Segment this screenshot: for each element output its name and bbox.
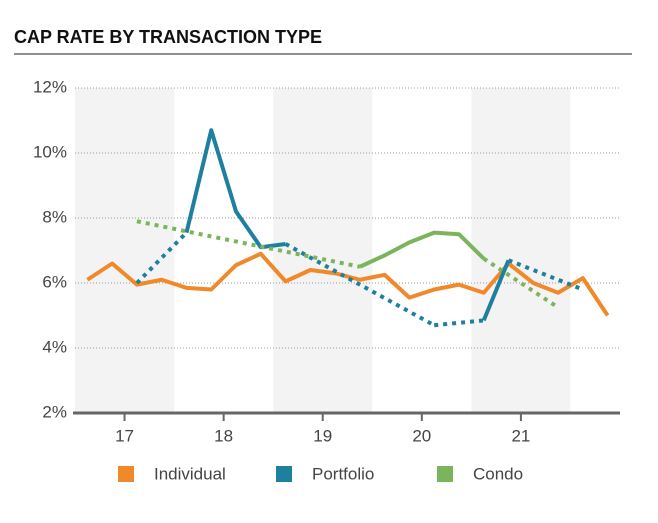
y-tick-label: 10% [33,142,67,161]
y-tick-label: 4% [42,337,67,356]
line [184,128,286,250]
year-band [75,88,175,413]
line [359,230,486,269]
gap-connector [284,242,436,328]
y-tick-label: 8% [42,207,67,226]
year-band [471,88,571,413]
x-tick-label: 19 [313,426,332,445]
line [86,251,610,317]
gap-connector [135,231,188,285]
chart-title: CAP RATE BY TRANSACTION TYPE [14,27,322,47]
legend-swatch [276,466,292,482]
x-tick-label: 20 [412,426,431,445]
x-tick-label: 21 [511,426,530,445]
legend-label: Individual [154,464,226,483]
x-tick-label: 18 [214,426,233,445]
y-tick-label: 2% [42,402,67,421]
line [481,259,511,322]
x-tick-label: 17 [115,426,134,445]
gap-connector [507,258,584,292]
legend-swatch [437,466,453,482]
y-tick-label: 12% [33,77,67,96]
y-tick-label: 6% [42,272,67,291]
gap-connector [482,256,560,310]
legend-swatch [118,466,134,482]
legend-label: Portfolio [312,464,374,483]
legend-label: Condo [473,464,523,483]
gap-connector [136,219,361,269]
